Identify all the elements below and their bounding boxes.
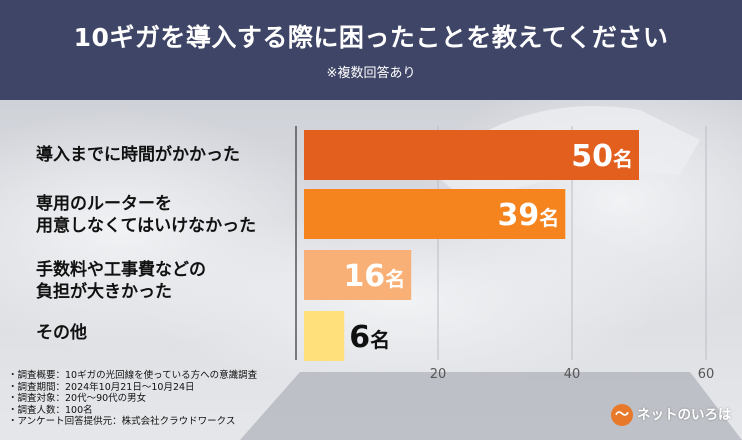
value-label-3: 6名 [349,320,390,355]
category-label-2: 手数料や工事費などの 負担が大きかった [36,260,206,302]
note-line: ・調査概要：10ギガの光回線を使っている方への意識調査 [8,370,258,381]
category-label-1: 専用のルーターを 用意しなくてはいけなかった [36,194,257,236]
page-subtitle: ※複数回答あり [326,66,416,81]
note-line: ・アンケート回答提供元：株式会社クラウドワークス [8,416,236,427]
value-label-1: 39名 [498,198,560,233]
bar-1 [304,189,566,239]
page-title: 10ギガを導入する際に困ったことを教えてください [73,23,669,52]
header-bar: 10ギガを導入する際に困ったことを教えてください ※複数回答あり [0,0,742,100]
category-label-0: 導入までに時間がかかった [36,145,240,165]
logo-icon: 〜 [611,404,633,426]
category-label-3: その他 [36,323,87,343]
bar-2 [304,250,412,300]
note-line: ・調査人数：100名 [8,404,93,416]
x-tick-label-2: 60 [698,367,715,382]
note-line: ・調査対象：20代～90代の男女 [8,393,147,404]
value-label-2: 16名 [343,259,405,294]
bar-3 [304,311,345,361]
value-label-0: 50名 [571,139,633,174]
x-tick-label-0: 20 [430,367,447,382]
brand-logo: 〜 ネットのいろは [611,400,735,432]
survey-notes: ・調査概要：10ギガの光回線を使っている方への意識調査 ・調査期間：2024年1… [8,370,257,428]
logo-text: ネットのいろは [637,407,732,423]
note-line: ・調査期間：2024年10月21日～10月24日 [8,381,195,393]
x-tick-label-1: 40 [564,367,581,382]
bar-0 [304,130,639,180]
